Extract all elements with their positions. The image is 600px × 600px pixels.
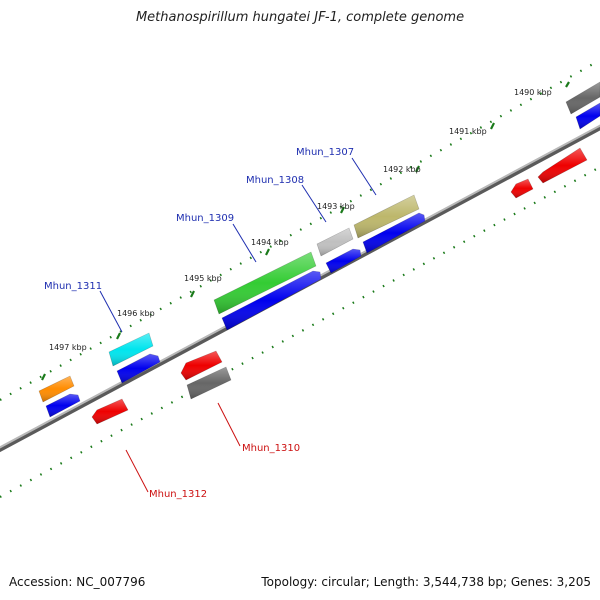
gene-label-mhun-1312: Mhun_1312 — [149, 489, 207, 500]
reverse-cds-feature — [91, 398, 129, 425]
accession-text: Accession: NC_007796 — [9, 575, 146, 589]
tick-label: 1496 kbp — [117, 309, 155, 318]
tick-label: 1490 kbp — [514, 88, 552, 97]
tick-mark — [190, 290, 195, 298]
label-leader-lines — [99, 157, 377, 493]
leader-line — [351, 157, 377, 196]
tick-label: 1495 kbp — [184, 274, 222, 283]
tick-marks — [41, 81, 570, 381]
tick-mark — [116, 332, 121, 340]
gene-label-mhun-1310: Mhun_1310 — [242, 443, 300, 454]
gene-label-mhun-1307: Mhun_1307 — [296, 147, 354, 158]
reverse-cds-feature — [537, 147, 588, 184]
leader-line — [217, 402, 241, 447]
leader-line — [301, 184, 327, 223]
tick-label: 1494 kbp — [251, 238, 289, 247]
tick-labels: 1490 kbp 1491 kbp 1492 kbp 1493 kbp 1494… — [49, 88, 552, 352]
outer-tick-track — [0, 59, 600, 401]
topology-text: Topology: circular; Length: 3,544,738 bp… — [261, 575, 591, 589]
forward-genes[interactable] — [38, 81, 600, 403]
tick-label: 1493 kbp — [317, 202, 355, 211]
gene-label-mhun-1311: Mhun_1311 — [44, 281, 102, 292]
gene-labels: Mhun_1307 Mhun_1308 Mhun_1309 Mhun_1311 … — [44, 147, 354, 500]
tick-mark — [340, 206, 345, 214]
tick-mark — [415, 165, 420, 173]
reverse-cds-feature — [510, 178, 534, 199]
tick-label: 1497 kbp — [49, 343, 87, 352]
tick-mark — [265, 248, 270, 256]
tick-label: 1491 kbp — [449, 127, 487, 136]
gene-label-mhun-1308: Mhun_1308 — [246, 175, 304, 186]
map-title: Methanospirillum hungatei JF-1, complete… — [135, 10, 465, 25]
tick-mark — [41, 373, 46, 381]
tick-mark — [490, 122, 495, 130]
tick-label: 1492 kbp — [383, 165, 421, 174]
leader-line — [232, 223, 257, 263]
gene-label-mhun-1309: Mhun_1309 — [176, 213, 234, 224]
tick-mark — [565, 81, 570, 88]
leader-line — [99, 290, 123, 333]
leader-line — [125, 449, 149, 493]
reverse-features[interactable] — [91, 147, 588, 425]
